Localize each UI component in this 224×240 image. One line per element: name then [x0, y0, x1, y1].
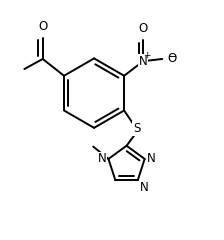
Text: O: O — [38, 20, 47, 33]
Text: −: − — [168, 52, 178, 62]
Text: O: O — [167, 53, 177, 66]
Text: N: N — [140, 181, 148, 194]
Text: O: O — [139, 22, 148, 35]
Text: S: S — [133, 122, 140, 135]
Text: N: N — [139, 55, 148, 68]
Text: +: + — [143, 51, 151, 60]
Text: N: N — [98, 152, 107, 165]
Text: N: N — [146, 151, 155, 165]
